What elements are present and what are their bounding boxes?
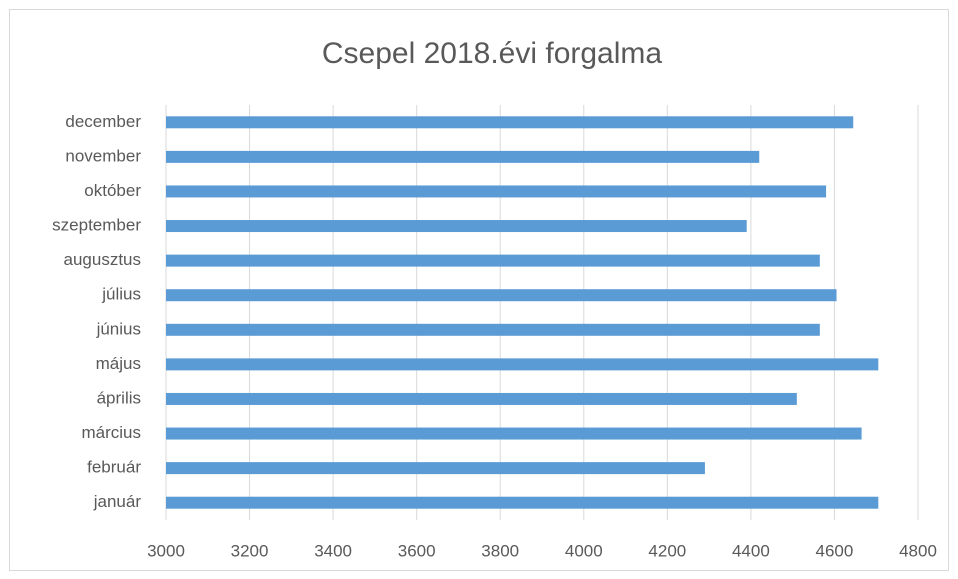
x-tick-label: 4800: [899, 541, 937, 560]
x-tick-label: 3600: [398, 541, 436, 560]
bar: [166, 358, 879, 371]
bar: [166, 462, 705, 475]
bar: [166, 254, 820, 267]
y-tick-label: január: [93, 492, 142, 511]
bar: [166, 116, 854, 129]
y-tick-label: június: [96, 319, 141, 338]
bar: [166, 150, 760, 163]
bar: [166, 496, 879, 509]
x-tick-label: 3400: [314, 541, 352, 560]
x-tick-label: 4200: [648, 541, 686, 560]
y-tick-label: július: [101, 285, 141, 304]
y-tick-label: február: [87, 458, 141, 477]
bar: [166, 220, 747, 233]
y-tick-label: május: [96, 354, 141, 373]
y-tick-label: október: [84, 181, 141, 200]
bar: [166, 323, 820, 336]
y-tick-label: augusztus: [64, 250, 142, 269]
x-tick-label: 3200: [231, 541, 269, 560]
bar: [166, 427, 862, 440]
chart-title: Csepel 2018.évi forgalma: [322, 37, 663, 70]
x-tick-label: 4400: [732, 541, 770, 560]
y-tick-label: április: [97, 388, 141, 407]
bar: [166, 185, 827, 198]
x-tick-label: 4600: [816, 541, 854, 560]
x-tick-label: 3000: [147, 541, 185, 560]
y-tick-label: szeptember: [52, 216, 141, 235]
x-tick-label: 4000: [565, 541, 603, 560]
bar: [166, 392, 797, 405]
y-tick-label: március: [81, 423, 141, 442]
y-tick-label: december: [65, 112, 141, 131]
y-tick-label: november: [65, 146, 141, 165]
bar: [166, 289, 837, 302]
x-tick-label: 3800: [481, 541, 519, 560]
